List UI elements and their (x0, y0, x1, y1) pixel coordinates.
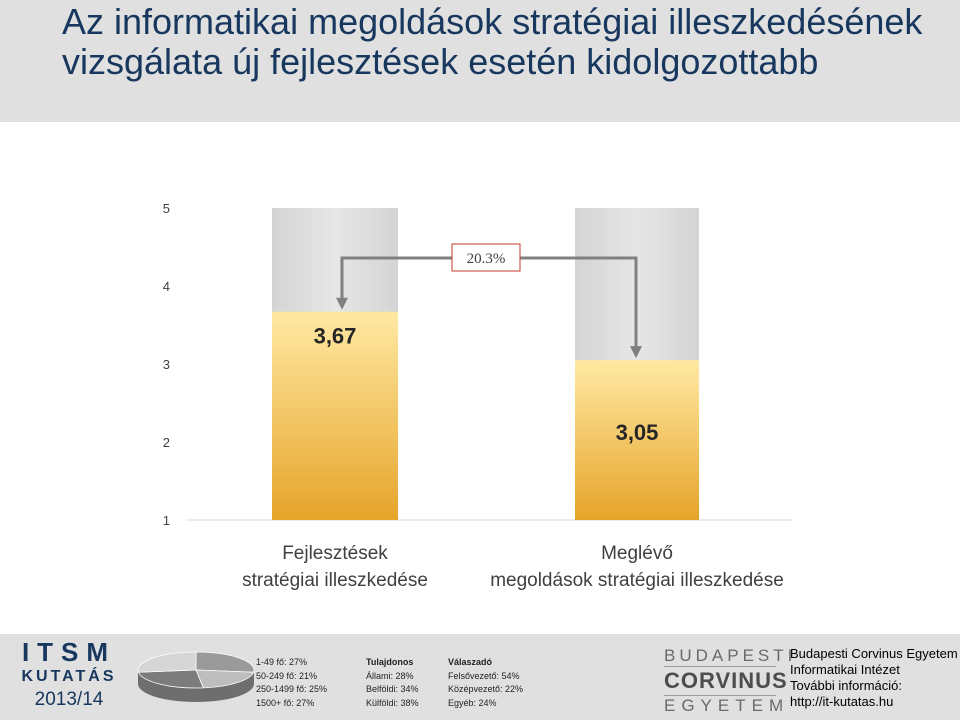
y-tick-label: 5 (163, 201, 170, 216)
size-item: 250-1499 fő: 25% (256, 684, 328, 694)
bar (272, 311, 398, 520)
corvinus-logo-line3: EGYETEM (664, 696, 790, 715)
contact-info: Budapesti Corvinus Egyetem Informatikai … (790, 646, 958, 710)
x-tick-label: Fejlesztések (282, 543, 388, 564)
x-tick-label: megoldások stratégiai illeszkedése (490, 570, 784, 590)
x-tick-label: stratégiai illeszkedése (242, 570, 428, 590)
pie-slice (195, 669, 255, 689)
corvinus-logo-line2: CORVINUS (664, 666, 787, 696)
y-tick-label: 2 (163, 435, 170, 450)
sample-pie-icon (137, 651, 255, 702)
pie-slice (137, 669, 204, 689)
respondent-item: Felsővezető: 54% (448, 670, 520, 681)
owner-item: Állami: 28% (366, 670, 414, 681)
size-breakdown: 1-49 fő: 27% 50-249 fő: 21% 250-1499 fő:… (256, 656, 346, 710)
page-title: Az informatikai megoldások stratégiai il… (62, 1, 923, 82)
pie-side (138, 670, 254, 702)
info-line: Informatikai Intézet (790, 662, 900, 677)
size-item: 1-49 fő: 27% (256, 657, 308, 667)
info-link[interactable]: http://it-kutatas.hu (790, 694, 894, 709)
data-label: 3,67 (314, 324, 357, 349)
owner-heading: Tulajdonos (366, 657, 414, 667)
bar-chart: 1 2 3 4 5 3,67 Fejlesztések stratégiai illeszke… (163, 201, 792, 590)
info-line[interactable]: További információ: (790, 678, 902, 693)
annotation-box (451, 243, 521, 272)
size-item: 1500+ fő: 27% (256, 697, 315, 708)
owner-item: Külföldi: 38% (366, 697, 419, 708)
respondent-breakdown: Válaszadó Felsővezető: 54% Középvezető: … (448, 656, 523, 710)
y-tick-label: 1 (163, 513, 170, 528)
y-tick-label: 4 (163, 279, 170, 294)
itsm-logo: ITSM KUTATÁS 2013/14 (14, 638, 124, 712)
owner-breakdown: Tulajdonos Állami: 28% Belföldi: 34% Kül… (366, 656, 419, 710)
respondent-heading: Válaszadó (448, 657, 493, 667)
connector-arrow (336, 256, 452, 310)
owner-item: Belföldi: 34% (366, 684, 419, 694)
pie-slice (137, 651, 197, 673)
connector-arrow (520, 256, 642, 359)
info-line: Budapesti Corvinus Egyetem (790, 646, 958, 661)
corvinus-logo: BUDAPESTI CORVINUS EGYETEM (664, 646, 797, 716)
title-band (0, 0, 960, 122)
data-label: 3,05 (616, 420, 659, 445)
x-tick-label: Meglévő (601, 543, 673, 564)
itsm-logo-subtitle: KUTATÁS (21, 668, 117, 685)
itsm-logo-year: 2013/14 (34, 689, 104, 710)
pie-slice (195, 651, 255, 673)
y-tick-label: 3 (163, 357, 170, 372)
bar (575, 360, 699, 520)
itsm-logo-title: ITSM (21, 637, 117, 667)
respondent-item: Egyéb: 24% (448, 697, 497, 708)
respondent-item: Középvezető: 22% (448, 684, 524, 694)
size-item: 50-249 fő: 21% (256, 670, 318, 681)
annotation-label: 20.3% (467, 251, 506, 267)
footer: ITSM KUTATÁS 2013/14 1-49 fő: 27% 50-249… (0, 634, 960, 720)
corvinus-logo-line1: BUDAPESTI (664, 646, 797, 665)
